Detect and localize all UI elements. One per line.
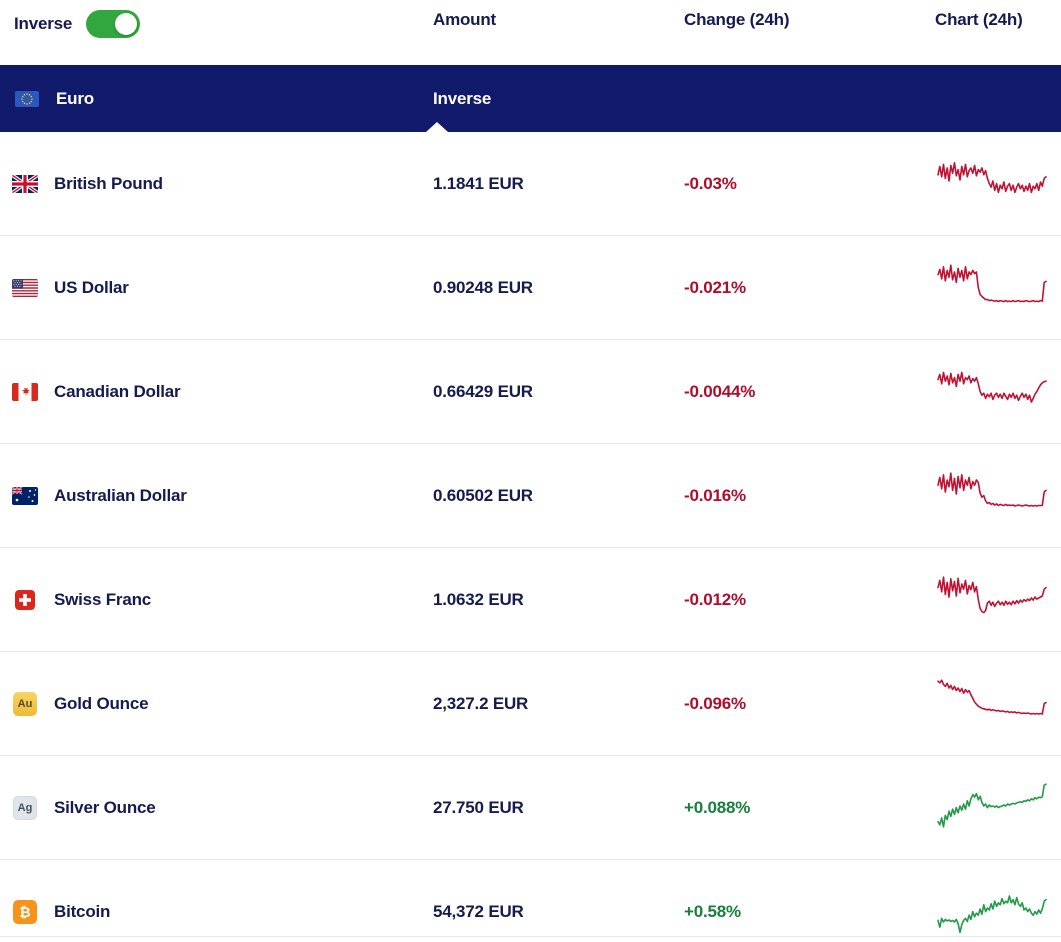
table-row[interactable]: Ag Silver Ounce 27.750 EUR +0.088% — [0, 756, 1061, 860]
currency-name: US Dollar — [54, 277, 129, 297]
change-value: -0.096% — [684, 693, 746, 713]
table-row[interactable]: Au Gold Ounce 2,327.2 EUR -0.096% — [0, 652, 1061, 756]
change-value: -0.03% — [684, 173, 737, 193]
amount-value: 2,327.2 EUR — [433, 693, 529, 713]
table-row[interactable]: Australian Dollar 0.60502 EUR -0.016% — [0, 444, 1061, 548]
change-value: -0.016% — [684, 485, 746, 505]
sparkline-chart — [937, 679, 1047, 715]
currency-name: Bitcoin — [54, 901, 111, 921]
inverse-toggle-label: Inverse — [14, 14, 73, 33]
currency-name: Canadian Dollar — [54, 381, 181, 401]
gold-badge-icon: Au — [13, 691, 37, 716]
sparkline-chart — [937, 264, 1047, 303]
amount-value: 1.1841 EUR — [433, 173, 524, 193]
change-value: +0.58% — [684, 901, 741, 921]
switzerland-flag-icon — [12, 589, 38, 610]
currency-name: Gold Ounce — [54, 693, 149, 713]
canada-flag-icon — [12, 382, 38, 401]
amount-value: 27.750 EUR — [433, 797, 524, 817]
bitcoin-badge-icon: ₿ — [13, 899, 37, 924]
change-value: +0.088% — [684, 797, 751, 817]
amount-value: 54,372 EUR — [433, 901, 524, 921]
amount-value: 0.60502 EUR — [433, 485, 533, 505]
inverse-toggle[interactable] — [86, 10, 141, 38]
currency-name: Australian Dollar — [54, 485, 187, 505]
table-row[interactable]: British Pound 1.1841 EUR -0.03% — [0, 132, 1061, 236]
pointer-notch — [426, 122, 448, 132]
sparkline-chart — [937, 371, 1047, 403]
currency-name: Swiss Franc — [54, 589, 152, 609]
column-header-amount: Amount — [433, 10, 497, 29]
sparkline-chart — [937, 895, 1047, 934]
column-header-chart: Chart (24h) — [935, 10, 1023, 29]
table-row[interactable]: ₿ Bitcoin 54,372 EUR +0.58% — [0, 860, 1061, 942]
australia-flag-icon — [12, 486, 38, 505]
silver-badge-icon: Ag — [13, 795, 37, 820]
sparkline-chart — [937, 162, 1047, 194]
inverse-column-header: Inverse — [433, 88, 492, 108]
bottom-divider — [0, 936, 1061, 937]
amount-value: 0.66429 EUR — [433, 381, 533, 401]
table-row[interactable]: US Dollar 0.90248 EUR -0.021% — [0, 236, 1061, 340]
table-header: Inverse Amount Change (24h) Chart (24h) — [0, 0, 1061, 65]
sparkline-chart — [937, 576, 1047, 614]
change-value: -0.021% — [684, 277, 746, 297]
table-row[interactable]: Swiss Franc 1.0632 EUR -0.012% — [0, 548, 1061, 652]
currency-name: Silver Ounce — [54, 797, 156, 817]
column-header-change: Change (24h) — [684, 10, 790, 29]
base-currency-name: Euro — [56, 88, 94, 108]
base-currency-row[interactable]: Euro Inverse — [0, 65, 1061, 132]
amount-value: 1.0632 EUR — [433, 589, 524, 609]
sparkline-chart — [937, 783, 1047, 828]
change-value: -0.0044% — [684, 381, 756, 401]
currency-name: British Pound — [54, 173, 163, 193]
change-value: -0.012% — [684, 589, 746, 609]
amount-value: 0.90248 EUR — [433, 277, 533, 297]
uk-flag-icon — [12, 174, 38, 193]
table-row[interactable]: Canadian Dollar 0.66429 EUR -0.0044% — [0, 340, 1061, 444]
toggle-knob-icon — [115, 13, 138, 35]
sparkline-chart — [937, 472, 1047, 507]
eu-flag-icon — [14, 90, 40, 107]
us-flag-icon — [12, 278, 38, 297]
